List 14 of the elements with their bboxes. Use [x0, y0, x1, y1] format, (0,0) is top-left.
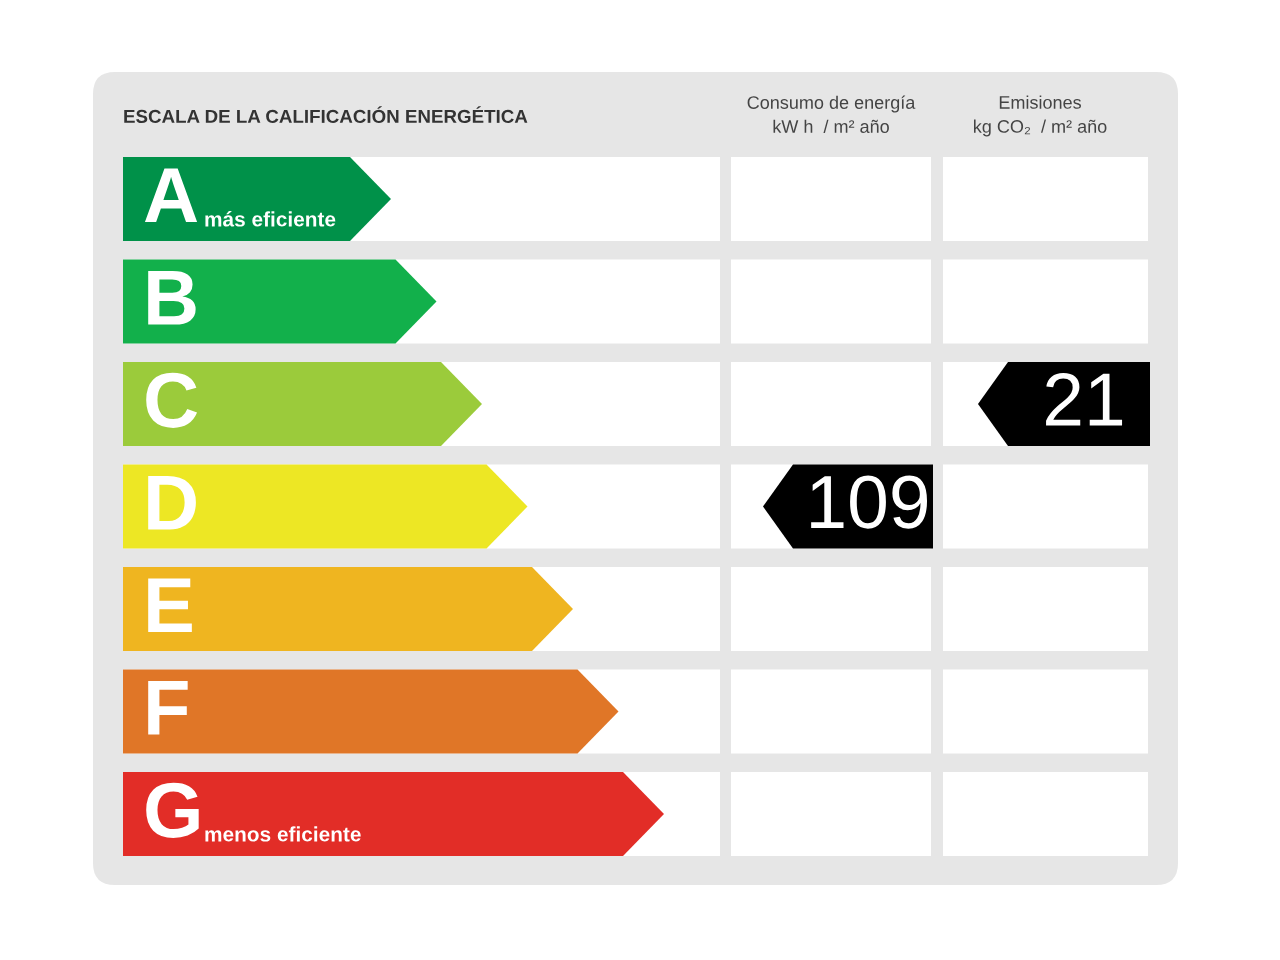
data-label: 21	[1046, 373, 1123, 426]
text: Emisiones kg CO₂ / m² año	[974, 95, 1107, 137]
text: menos eficiente	[205, 826, 361, 842]
data-label: 109	[811, 475, 928, 529]
category-label: E	[148, 578, 192, 633]
category-label: A	[144, 168, 198, 223]
category-label: F	[148, 681, 188, 735]
category-label: C	[146, 372, 198, 428]
category-label: D	[148, 476, 196, 530]
category-label: G	[146, 782, 199, 838]
category-label: B	[148, 271, 196, 325]
text: más eficiente	[205, 211, 336, 227]
text: ESCALA DE LA CALIFICACIÓN ENERGÉTICA	[124, 106, 528, 124]
text: Consumo de energía kW h / m² año	[747, 95, 916, 133]
